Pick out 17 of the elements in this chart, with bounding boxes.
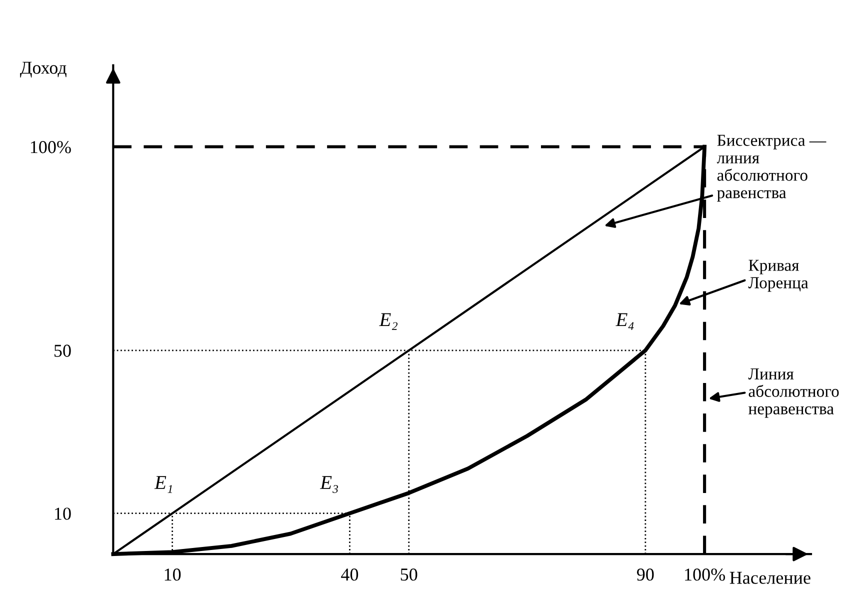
annotation: E₄ (616, 313, 634, 330)
x-tick-label: 90 (636, 568, 654, 581)
annotation: E₁ (154, 476, 172, 493)
annotation: E₃ (320, 476, 338, 493)
x-axis-title: Население (730, 572, 810, 584)
y-axis-title: Доход (20, 62, 66, 78)
y-tick-label: 50 (54, 344, 71, 357)
annotation: Биссектриса — линия абсолютного равенства (716, 134, 826, 202)
annotation: Линия абсолютного неравенства (748, 368, 839, 418)
x-tick-label: 10 (164, 568, 181, 581)
x-tick-label: 100% (685, 568, 725, 581)
x-tick-label: 50 (400, 568, 418, 581)
annotation: Кривая Лоренца (748, 260, 808, 292)
y-tick-label: 10 (55, 508, 71, 520)
y-tick-label: 100% (30, 141, 71, 154)
annotation: E₂ (379, 313, 398, 330)
x-tick-label: 40 (341, 568, 358, 581)
